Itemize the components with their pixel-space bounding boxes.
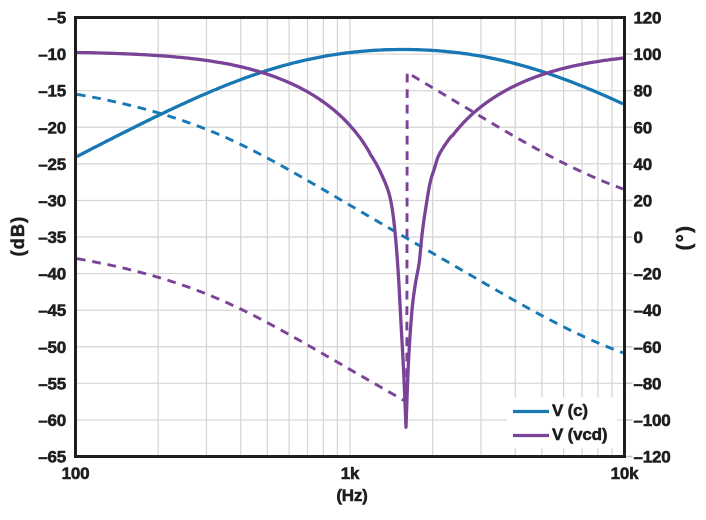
svg-text:–40: –40 <box>634 301 662 320</box>
svg-text:V (vcd): V (vcd) <box>552 425 607 444</box>
svg-text:–10: –10 <box>38 45 66 64</box>
svg-text:–80: –80 <box>634 374 662 393</box>
svg-text:(Hz): (Hz) <box>336 486 367 505</box>
svg-text:–5: –5 <box>47 9 66 28</box>
svg-text:100: 100 <box>634 45 662 64</box>
svg-text:–60: –60 <box>634 338 662 357</box>
svg-text:–120: –120 <box>634 448 671 467</box>
svg-text:–65: –65 <box>38 448 66 467</box>
svg-text:–25: –25 <box>38 155 66 174</box>
svg-text:60: 60 <box>634 118 653 137</box>
svg-text:80: 80 <box>634 82 653 101</box>
svg-text:–55: –55 <box>38 374 66 393</box>
svg-text:–15: –15 <box>38 82 66 101</box>
svg-text:–100: –100 <box>634 411 671 430</box>
svg-text:120: 120 <box>634 9 662 28</box>
svg-text:(°): (°) <box>674 225 696 251</box>
svg-text:0: 0 <box>634 228 643 247</box>
svg-text:100: 100 <box>62 464 90 483</box>
svg-text:1k: 1k <box>341 464 360 483</box>
svg-text:–20: –20 <box>634 265 662 284</box>
svg-text:V (c): V (c) <box>552 401 588 420</box>
svg-text:40: 40 <box>634 155 653 174</box>
svg-text:–50: –50 <box>38 338 66 357</box>
svg-text:–60: –60 <box>38 411 66 430</box>
svg-text:–45: –45 <box>38 301 66 320</box>
svg-text:–20: –20 <box>38 118 66 137</box>
svg-text:10k: 10k <box>611 464 640 483</box>
svg-text:(dB): (dB) <box>8 216 28 257</box>
svg-text:20: 20 <box>634 191 653 210</box>
svg-text:–40: –40 <box>38 265 66 284</box>
svg-text:–35: –35 <box>38 228 66 247</box>
svg-text:–30: –30 <box>38 191 66 210</box>
